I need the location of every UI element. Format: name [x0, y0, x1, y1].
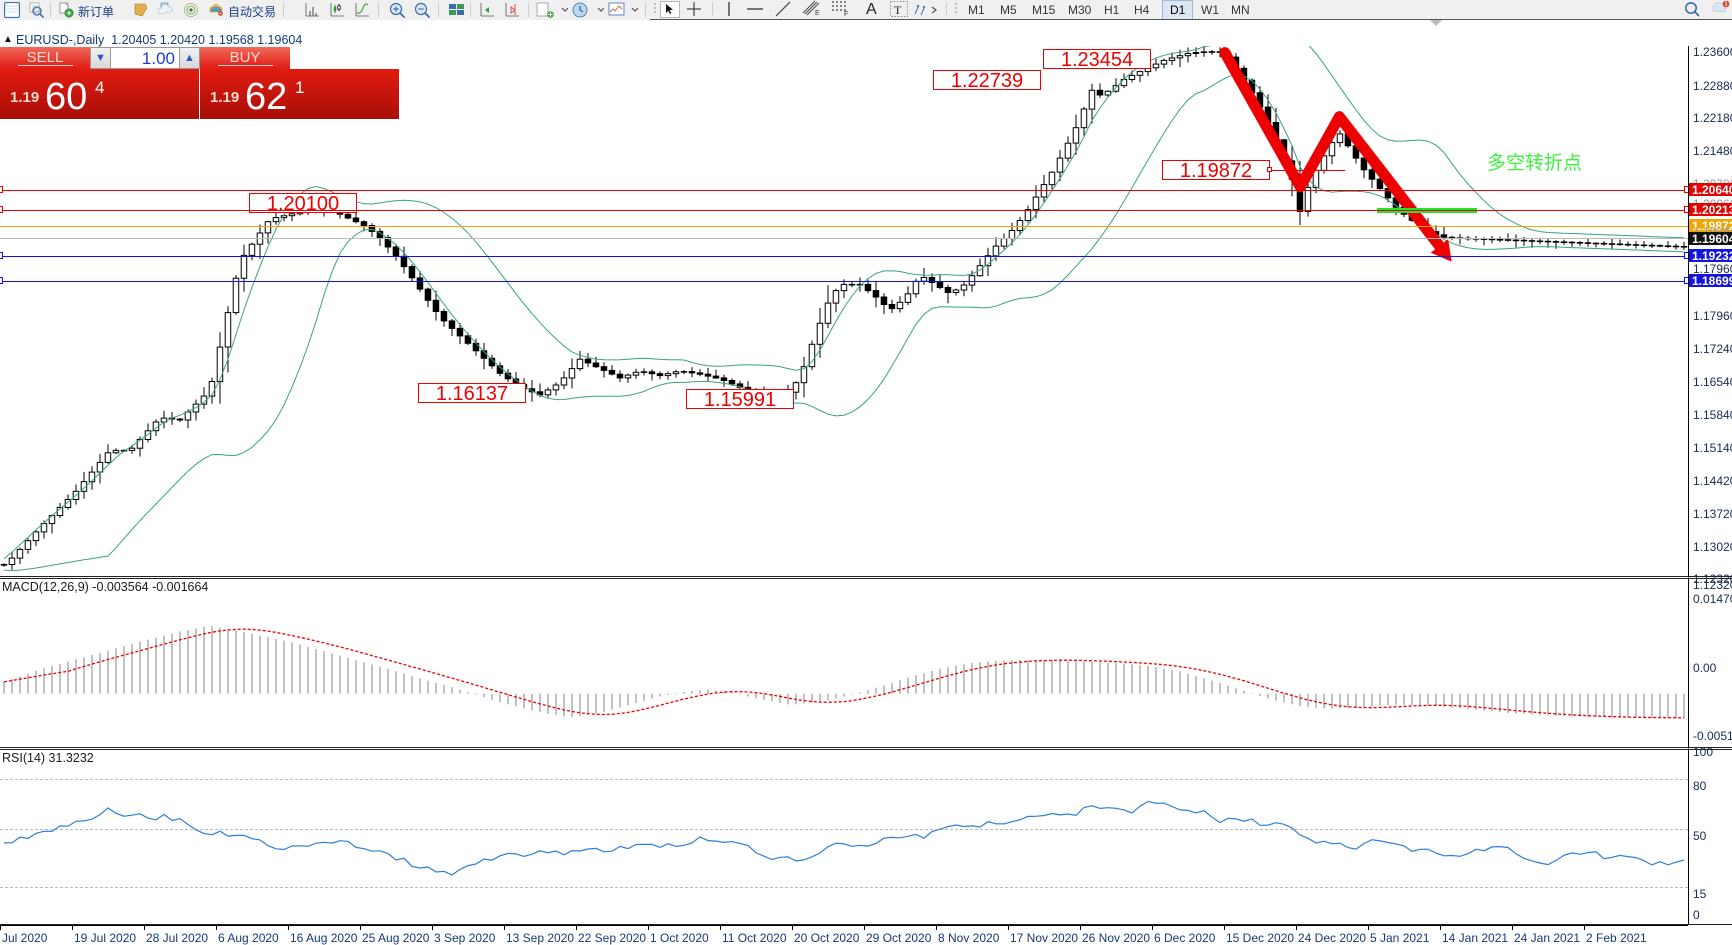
svg-text:1: 1	[1725, 1, 1728, 7]
svg-text:T: T	[894, 3, 902, 17]
svg-text:E: E	[815, 10, 820, 16]
svg-text:F: F	[844, 11, 848, 16]
